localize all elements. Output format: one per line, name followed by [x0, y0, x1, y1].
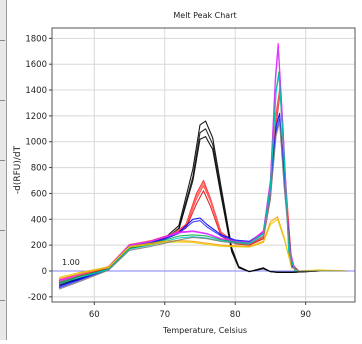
- plot-background: [52, 28, 355, 302]
- y-tick-label: -200: [28, 293, 47, 303]
- chart-title: Melt Peak Chart: [173, 11, 236, 20]
- x-tick-label: 70: [159, 310, 170, 320]
- left-panel-edge: [0, 0, 7, 340]
- y-tick-label: 400: [31, 215, 47, 225]
- x-tick-label: 60: [89, 310, 100, 320]
- y-tick-label: 600: [31, 189, 47, 199]
- left-panel-tick: [0, 160, 5, 161]
- y-tick-label: 1200: [25, 112, 47, 122]
- x-tick-label: 80: [230, 310, 241, 320]
- y-tick-label: 0: [42, 267, 47, 277]
- plot-frame: [51, 27, 356, 303]
- y-axis-label: -d(RFU)/dT: [13, 145, 23, 194]
- threshold-label: 1.00: [62, 258, 80, 267]
- plot-area: 1.00 -200 0 200 400 600 800 1000 1200 1400 1600 180…: [25, 27, 356, 320]
- left-panel-tick: [0, 100, 5, 101]
- y-tick-label: 1000: [25, 138, 47, 148]
- y-tick-label: 1800: [25, 34, 47, 44]
- y-tick-label: 1400: [25, 86, 47, 96]
- y-tick-label: 200: [31, 241, 47, 251]
- left-panel-tick: [0, 230, 5, 231]
- y-tick-label: 1600: [25, 60, 47, 70]
- series-line: [58, 73, 348, 285]
- series-line: [58, 121, 348, 290]
- left-panel-tick: [0, 300, 5, 301]
- x-tick-label: 90: [300, 310, 311, 320]
- left-panel-tick: [0, 40, 5, 41]
- series-line: [58, 218, 349, 278]
- x-axis-label: Temperature, Celsius: [162, 326, 247, 335]
- y-tick-label: 800: [31, 164, 47, 174]
